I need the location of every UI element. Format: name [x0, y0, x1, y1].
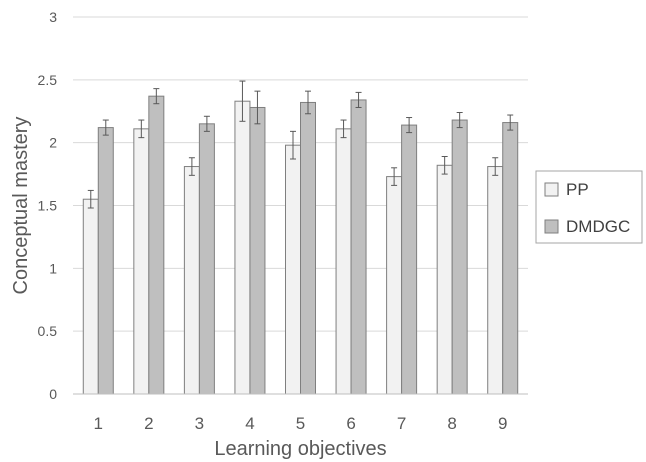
x-tick-label-5: 5: [296, 414, 305, 433]
x-tick-label-2: 2: [144, 414, 153, 433]
bar-pp-1: [82, 198, 99, 395]
legend: PP DMDGC: [535, 170, 643, 244]
y-tick-label-1: 0.5: [38, 323, 58, 339]
y-tick-label-2: 1: [49, 260, 57, 276]
x-tick-label-6: 6: [346, 414, 355, 433]
bar-dmdgc-4: [249, 106, 266, 395]
x-tick-label-9: 9: [498, 414, 507, 433]
y-tick-label-0: 0: [49, 386, 57, 402]
x-tick-label-8: 8: [447, 414, 456, 433]
bar-pp-5: [285, 144, 301, 395]
bar-pp-6: [335, 128, 352, 395]
y-tick-label-4: 2: [49, 135, 57, 151]
bar-pp-7: [386, 176, 403, 395]
x-tick-label-3: 3: [195, 414, 204, 433]
bar-dmdgc-3: [198, 123, 215, 395]
bar-pp-8: [436, 164, 453, 395]
bar-pp-2: [133, 128, 150, 395]
x-tick-label-1: 1: [94, 414, 103, 433]
bar-pp-9: [487, 166, 504, 395]
bar-pp-4: [234, 100, 251, 395]
bars-group: [82, 95, 519, 395]
y-tick-label-3: 1.5: [38, 198, 58, 214]
legend-label-dmdgc: DMDGC: [566, 217, 630, 236]
bar-dmdgc-1: [97, 127, 114, 395]
bar-dmdgc-5: [300, 101, 316, 395]
legend-label-pp: PP: [566, 180, 589, 199]
error-bars-group: [87, 80, 514, 209]
x-axis-title: Learning objectives: [214, 438, 386, 460]
bar-dmdgc-6: [350, 99, 367, 395]
bar-dmdgc-2: [148, 95, 165, 395]
x-tick-labels: 1 2 3 4 5 6 7 8 9: [94, 414, 508, 433]
legend-swatch-pp: [544, 182, 559, 197]
y-tick-labels: 0 0.5 1 1.5 2 2.5 3: [38, 9, 58, 402]
bar-dmdgc-8: [451, 119, 468, 395]
y-axis-title: Conceptual mastery: [10, 117, 32, 295]
x-tick-label-7: 7: [397, 414, 406, 433]
y-tick-label-5: 2.5: [38, 72, 58, 88]
bar-pp-3: [183, 166, 200, 395]
bar-dmdgc-7: [401, 124, 418, 395]
x-tick-label-4: 4: [245, 414, 254, 433]
y-tick-label-6: 3: [49, 9, 57, 25]
bar-dmdgc-9: [502, 122, 519, 395]
legend-swatch-dmdgc: [544, 219, 559, 234]
